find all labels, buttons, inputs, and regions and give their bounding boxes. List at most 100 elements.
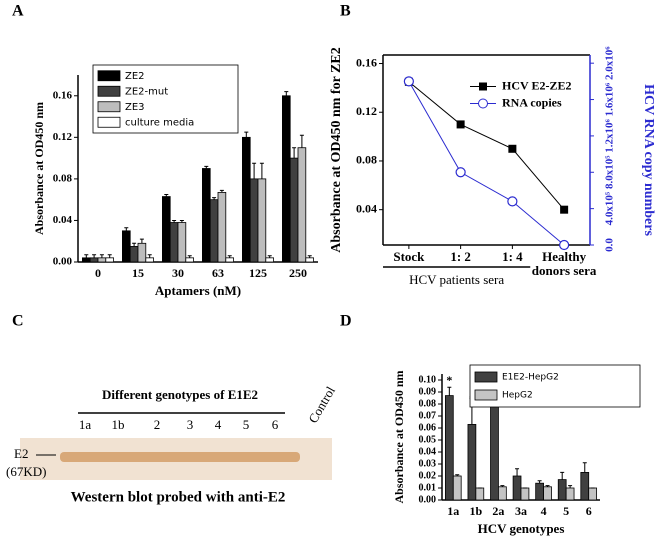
y-tick-label: 0.04 xyxy=(53,214,73,226)
x-tick-label: 1b xyxy=(470,504,483,518)
y-tick-label: 0.00 xyxy=(419,494,437,505)
bar xyxy=(512,475,522,501)
bar xyxy=(588,487,598,501)
error-bar xyxy=(299,134,304,148)
lane-label: 2 xyxy=(154,417,161,432)
bar xyxy=(129,246,139,263)
error-bar xyxy=(545,485,550,487)
bar xyxy=(217,191,227,263)
y-tick-label: 0.12 xyxy=(356,104,377,118)
x-tick-label: 1a xyxy=(447,504,459,518)
bar xyxy=(185,257,195,263)
marker xyxy=(403,76,414,87)
bar xyxy=(145,257,155,263)
error-bar xyxy=(227,255,232,258)
error-bar xyxy=(252,162,257,179)
legend-label: culture media xyxy=(125,117,194,128)
legend-box xyxy=(469,364,641,408)
error-bar xyxy=(515,468,520,476)
lane-label: 4 xyxy=(215,417,222,432)
bar xyxy=(82,257,91,263)
x-axis-label: Aptamers (nM) xyxy=(155,283,241,298)
y-tick-label: 0.10 xyxy=(419,374,437,385)
bar xyxy=(498,486,507,501)
bar xyxy=(520,487,530,501)
legend-label: HepG2 xyxy=(502,391,533,401)
legend-label: HCV E2-ZE2 xyxy=(502,78,571,92)
line xyxy=(408,81,565,246)
y-axis-label: Absorbance at OD450 nm xyxy=(392,370,406,503)
bar xyxy=(169,222,179,263)
band-label: E2 xyxy=(14,446,28,461)
y2-tick-label: 1.6x10⁶ xyxy=(604,82,616,116)
bar xyxy=(565,487,575,501)
x-tick-label: Stock xyxy=(393,249,425,264)
y2-tick-label: 2.0x10⁶ xyxy=(604,46,616,80)
bar xyxy=(265,257,274,263)
panel-label: A xyxy=(12,3,24,20)
x-tick-label: 1: 4 xyxy=(502,249,523,264)
error-bar xyxy=(179,219,184,223)
error-bar xyxy=(267,255,272,258)
legend-label: ZE3 xyxy=(125,102,145,113)
panel-label: B xyxy=(340,3,351,20)
y-tick-label: 0.00 xyxy=(53,256,73,268)
bar xyxy=(580,471,590,501)
error-bar xyxy=(284,91,289,96)
x-tick-label: 125 xyxy=(249,266,267,280)
y2-axis-label: HCV RNA copy numbers xyxy=(641,84,656,236)
blot-caption: Western blot probed with anti-E2 xyxy=(71,489,286,505)
lane-label: 1b xyxy=(112,417,125,432)
legend-swatch xyxy=(97,85,121,97)
panel-label: C xyxy=(12,313,24,330)
y-tick-label: 0.04 xyxy=(356,201,377,215)
y-tick-label: 0.03 xyxy=(419,458,437,469)
error-bar xyxy=(132,242,137,247)
y-tick-label: 0.09 xyxy=(419,386,437,397)
x-tick-label: 2a xyxy=(492,504,504,518)
error-bar xyxy=(212,197,217,200)
bar xyxy=(305,257,314,263)
x-tick-label: 1: 2 xyxy=(450,249,471,264)
bar xyxy=(475,487,485,501)
error-bar xyxy=(187,255,192,258)
bar xyxy=(161,196,171,263)
line xyxy=(408,81,565,211)
group-label: HCV patients sera xyxy=(409,272,504,287)
y-tick-label: 0.08 xyxy=(419,398,437,409)
y2-tick-label: 1.2x10⁶ xyxy=(604,118,616,152)
legend-label: ZE2 xyxy=(125,71,145,82)
y-tick-label: 0.06 xyxy=(419,422,437,433)
blot-heading: Different genotypes of E1E2 xyxy=(102,387,258,402)
y-tick-label: 0.05 xyxy=(419,434,437,445)
error-bar xyxy=(219,189,224,193)
legend-swatch xyxy=(97,116,121,128)
y-tick-label: 0.16 xyxy=(356,55,377,69)
error-bar xyxy=(107,254,112,258)
error-bar xyxy=(537,480,542,484)
y-tick-label: 0.08 xyxy=(356,153,377,167)
lane-label: 1a xyxy=(79,417,92,432)
x-tick-label: 15 xyxy=(132,266,144,280)
x-tick-label: 6 xyxy=(586,504,592,518)
error-bar xyxy=(469,405,474,425)
control-label: Control xyxy=(305,383,338,425)
x-axis-label: HCV genotypes xyxy=(478,521,565,536)
bar xyxy=(444,395,454,501)
bar xyxy=(249,178,259,263)
significance-mark: * xyxy=(446,373,452,387)
marker xyxy=(559,239,570,251)
marker xyxy=(508,144,517,153)
error-bar xyxy=(164,193,169,197)
error-bar xyxy=(447,386,452,396)
marker xyxy=(560,205,569,214)
error-bar xyxy=(84,254,89,258)
y-tick-label: 0.04 xyxy=(419,446,437,457)
bar xyxy=(452,475,462,501)
legend-swatch xyxy=(97,70,121,82)
bar xyxy=(105,257,115,263)
legend-swatch xyxy=(474,389,498,401)
error-bar xyxy=(259,162,264,179)
error-bar xyxy=(244,131,249,138)
